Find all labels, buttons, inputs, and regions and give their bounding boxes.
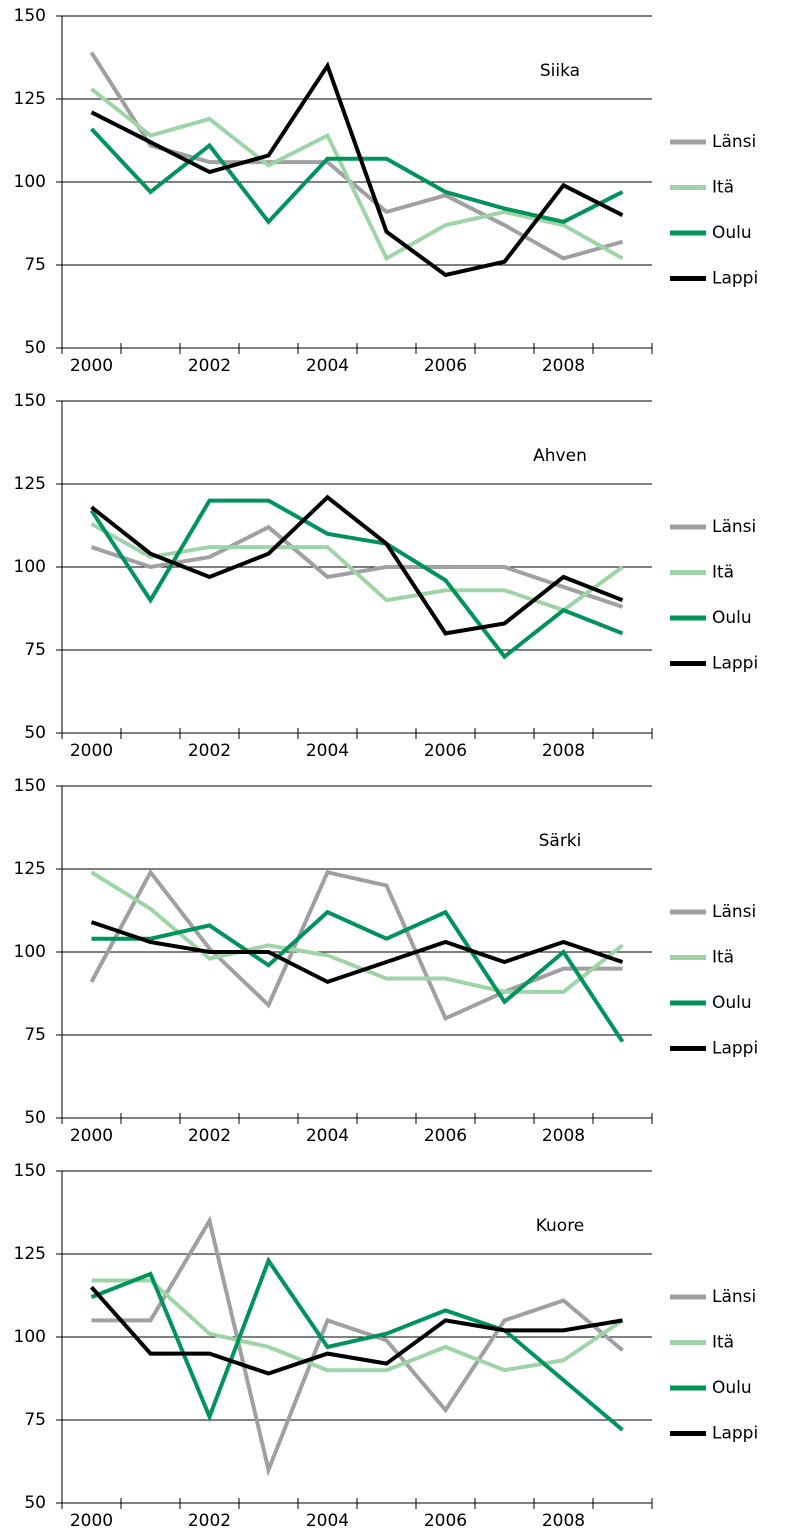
y-tick-label: 125 xyxy=(14,474,46,494)
legend-label: Itä xyxy=(712,178,734,198)
line-series xyxy=(90,1256,624,1432)
x-tick-label: 2006 xyxy=(424,356,467,376)
y-tick-label: 125 xyxy=(14,859,46,879)
line-series xyxy=(90,920,624,985)
line-series xyxy=(91,1278,624,1373)
y-tick-label: 100 xyxy=(14,172,46,192)
legend-label: Lappi xyxy=(712,1039,758,1059)
legend-label: Itä xyxy=(712,948,734,968)
chart-title: Särki xyxy=(539,831,582,851)
legend-label: Länsi xyxy=(712,132,756,152)
y-tick-label: 75 xyxy=(24,1025,46,1045)
legend-label: Itä xyxy=(712,563,734,583)
x-tick-label: 2000 xyxy=(70,356,113,376)
x-tick-label: 2002 xyxy=(188,356,231,376)
line-series xyxy=(90,1285,623,1376)
x-tick-label: 2002 xyxy=(188,741,231,761)
legend-label: Lappi xyxy=(712,1424,758,1444)
line-series xyxy=(91,909,625,1043)
x-tick-label: 2006 xyxy=(424,741,467,761)
y-tick-label: 75 xyxy=(24,1410,46,1430)
x-tick-label: 2004 xyxy=(306,741,349,761)
y-tick-label: 125 xyxy=(14,89,46,109)
line-series xyxy=(90,494,624,636)
y-tick-label: 125 xyxy=(14,1244,46,1264)
x-tick-label: 2008 xyxy=(542,1511,585,1528)
legend-label: Lappi xyxy=(712,654,758,674)
y-tick-label: 100 xyxy=(14,942,46,962)
legend-label: Oulu xyxy=(712,1378,752,1398)
legend-label: Länsi xyxy=(712,1287,756,1307)
chart-title: Kuore xyxy=(536,1216,585,1236)
line-series xyxy=(90,87,624,262)
line-series xyxy=(90,61,624,278)
x-tick-label: 2002 xyxy=(188,1511,231,1528)
chart-title: Siika xyxy=(540,61,580,81)
y-tick-label: 100 xyxy=(14,1327,46,1347)
x-tick-label: 2006 xyxy=(424,1126,467,1146)
legend-label: Lappi xyxy=(712,269,758,289)
y-tick-label: 150 xyxy=(14,1161,46,1181)
line-series xyxy=(91,1215,624,1477)
y-tick-label: 50 xyxy=(24,723,46,743)
line-series xyxy=(89,51,624,261)
y-tick-label: 100 xyxy=(14,557,46,577)
y-tick-label: 50 xyxy=(24,1108,46,1128)
chart-title: Ahven xyxy=(533,446,587,466)
legend-label: Oulu xyxy=(712,608,752,628)
y-tick-label: 75 xyxy=(24,640,46,660)
x-tick-label: 2008 xyxy=(542,356,585,376)
y-tick-label: 50 xyxy=(24,338,46,358)
x-tick-label: 2002 xyxy=(188,1126,231,1146)
line-series xyxy=(90,127,624,225)
x-tick-label: 2004 xyxy=(306,1126,349,1146)
legend-label: Länsi xyxy=(712,517,756,537)
x-tick-label: 2008 xyxy=(542,1126,585,1146)
x-tick-label: 2006 xyxy=(424,1511,467,1528)
x-tick-label: 2000 xyxy=(70,1511,113,1528)
x-tick-label: 2004 xyxy=(306,1511,349,1528)
y-tick-label: 150 xyxy=(14,6,46,26)
y-tick-label: 150 xyxy=(14,391,46,411)
legend-label: Oulu xyxy=(712,223,752,243)
x-tick-label: 2004 xyxy=(306,356,349,376)
y-tick-label: 150 xyxy=(14,776,46,796)
y-tick-label: 75 xyxy=(24,255,46,275)
line-series xyxy=(89,868,623,1022)
line-series xyxy=(89,498,624,660)
legend-label: Itä xyxy=(712,1333,734,1353)
y-tick-label: 50 xyxy=(24,1493,46,1513)
x-tick-label: 2008 xyxy=(542,741,585,761)
x-tick-label: 2000 xyxy=(70,741,113,761)
legend-label: Oulu xyxy=(712,993,752,1013)
legend-label: Länsi xyxy=(712,902,756,922)
x-tick-label: 2000 xyxy=(70,1126,113,1146)
